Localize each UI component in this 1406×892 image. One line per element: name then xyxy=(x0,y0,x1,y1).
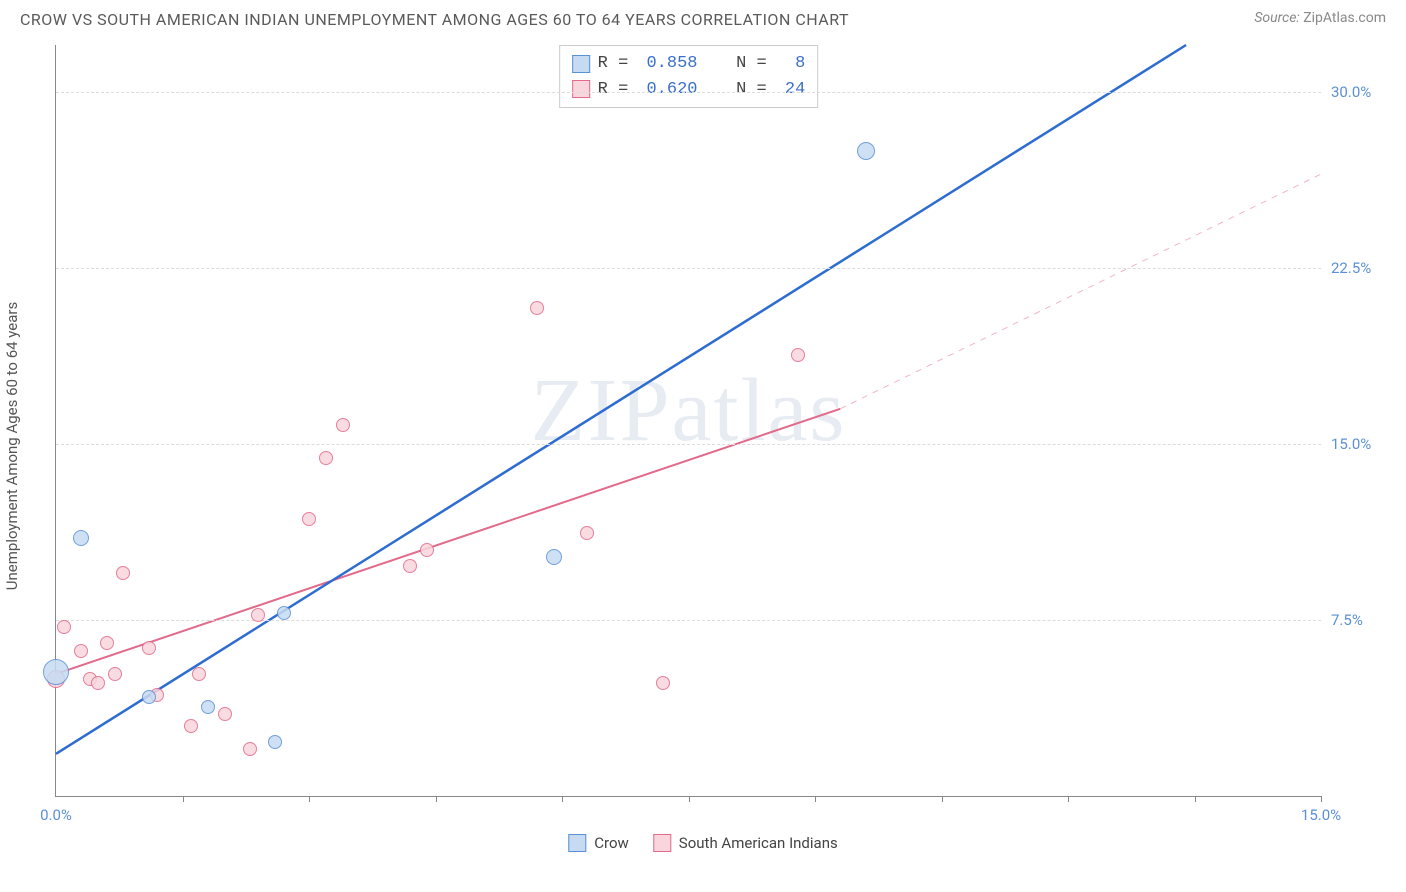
sai-point xyxy=(530,301,544,315)
xtick xyxy=(436,796,437,802)
legend-row: R = 0.620 N = 24 xyxy=(572,77,806,103)
sai-point xyxy=(420,543,434,557)
crow-point xyxy=(43,659,69,685)
crow-point xyxy=(201,700,215,714)
ytick-label: 22.5% xyxy=(1331,259,1396,277)
xtick-label: 0.0% xyxy=(40,806,72,824)
sai-point xyxy=(403,559,417,573)
xtick xyxy=(689,796,690,802)
sai-point xyxy=(142,641,156,655)
source: Source: ZipAtlas.com xyxy=(1254,10,1386,26)
crow-point xyxy=(857,142,875,160)
legend-n-label: N = xyxy=(706,51,777,77)
sai-point xyxy=(100,636,114,650)
trend-lines xyxy=(56,45,1321,796)
gridline-h xyxy=(56,92,1321,93)
ytick-label: 15.0% xyxy=(1331,435,1396,453)
sai-point xyxy=(336,418,350,432)
legend-swatch xyxy=(568,834,586,852)
legend-r-value: 0.620 xyxy=(646,77,697,103)
xtick xyxy=(562,796,563,802)
legend-r-label: R = xyxy=(598,77,639,103)
legend-label: South American Indians xyxy=(679,834,838,852)
ytick-label: 7.5% xyxy=(1331,611,1396,629)
chart-title: CROW VS SOUTH AMERICAN INDIAN UNEMPLOYME… xyxy=(20,10,849,29)
crow-point xyxy=(277,606,291,620)
xtick xyxy=(309,796,310,802)
gridline-h xyxy=(56,620,1321,621)
xtick xyxy=(942,796,943,802)
sai-point xyxy=(656,676,670,690)
xtick xyxy=(1195,796,1196,802)
legend-n-label: N = xyxy=(706,77,777,103)
sai-point xyxy=(319,451,333,465)
gridline-h xyxy=(56,444,1321,445)
legend-swatch xyxy=(572,80,590,98)
sai-point xyxy=(243,742,257,756)
sai-point xyxy=(580,526,594,540)
legend-item: Crow xyxy=(568,834,629,852)
xtick xyxy=(1321,796,1322,802)
gridline-h xyxy=(56,268,1321,269)
source-prefix: Source: xyxy=(1254,10,1303,26)
y-axis-label: Unemployment Among Ages 60 to 64 years xyxy=(3,302,21,590)
sai-point xyxy=(184,719,198,733)
crow-point xyxy=(73,530,89,546)
sai-point xyxy=(251,608,265,622)
xtick xyxy=(183,796,184,802)
legend-swatch xyxy=(572,55,590,73)
sai-point xyxy=(192,667,206,681)
sai-point xyxy=(218,707,232,721)
crow-point xyxy=(546,549,562,565)
sai-point xyxy=(791,348,805,362)
sai-point xyxy=(91,676,105,690)
header: CROW VS SOUTH AMERICAN INDIAN UNEMPLOYME… xyxy=(0,0,1406,34)
xtick-label: 15.0% xyxy=(1301,806,1341,824)
xtick xyxy=(815,796,816,802)
sai-point xyxy=(74,644,88,658)
sai-point xyxy=(57,620,71,634)
legend-n-value: 24 xyxy=(785,77,805,103)
crow-point xyxy=(142,690,156,704)
legend-r-value: 0.858 xyxy=(646,51,697,77)
legend-item: South American Indians xyxy=(653,834,838,852)
legend-correlation: R = 0.858 N = 8R = 0.620 N = 24 xyxy=(559,45,819,108)
ytick-label: 30.0% xyxy=(1331,83,1396,101)
sai-point xyxy=(108,667,122,681)
legend-row: R = 0.858 N = 8 xyxy=(572,51,806,77)
sai-point xyxy=(116,566,130,580)
legend-swatch xyxy=(653,834,671,852)
legend-series: Crow South American Indians xyxy=(568,834,837,852)
legend-n-value: 8 xyxy=(785,51,805,77)
legend-label: Crow xyxy=(594,834,629,852)
xtick xyxy=(1068,796,1069,802)
legend-r-label: R = xyxy=(598,51,639,77)
source-name: ZipAtlas.com xyxy=(1303,10,1386,26)
plot-area: ZIPatlas R = 0.858 N = 8R = 0.620 N = 24… xyxy=(55,45,1321,797)
crow-point xyxy=(268,735,282,749)
sai-point xyxy=(302,512,316,526)
